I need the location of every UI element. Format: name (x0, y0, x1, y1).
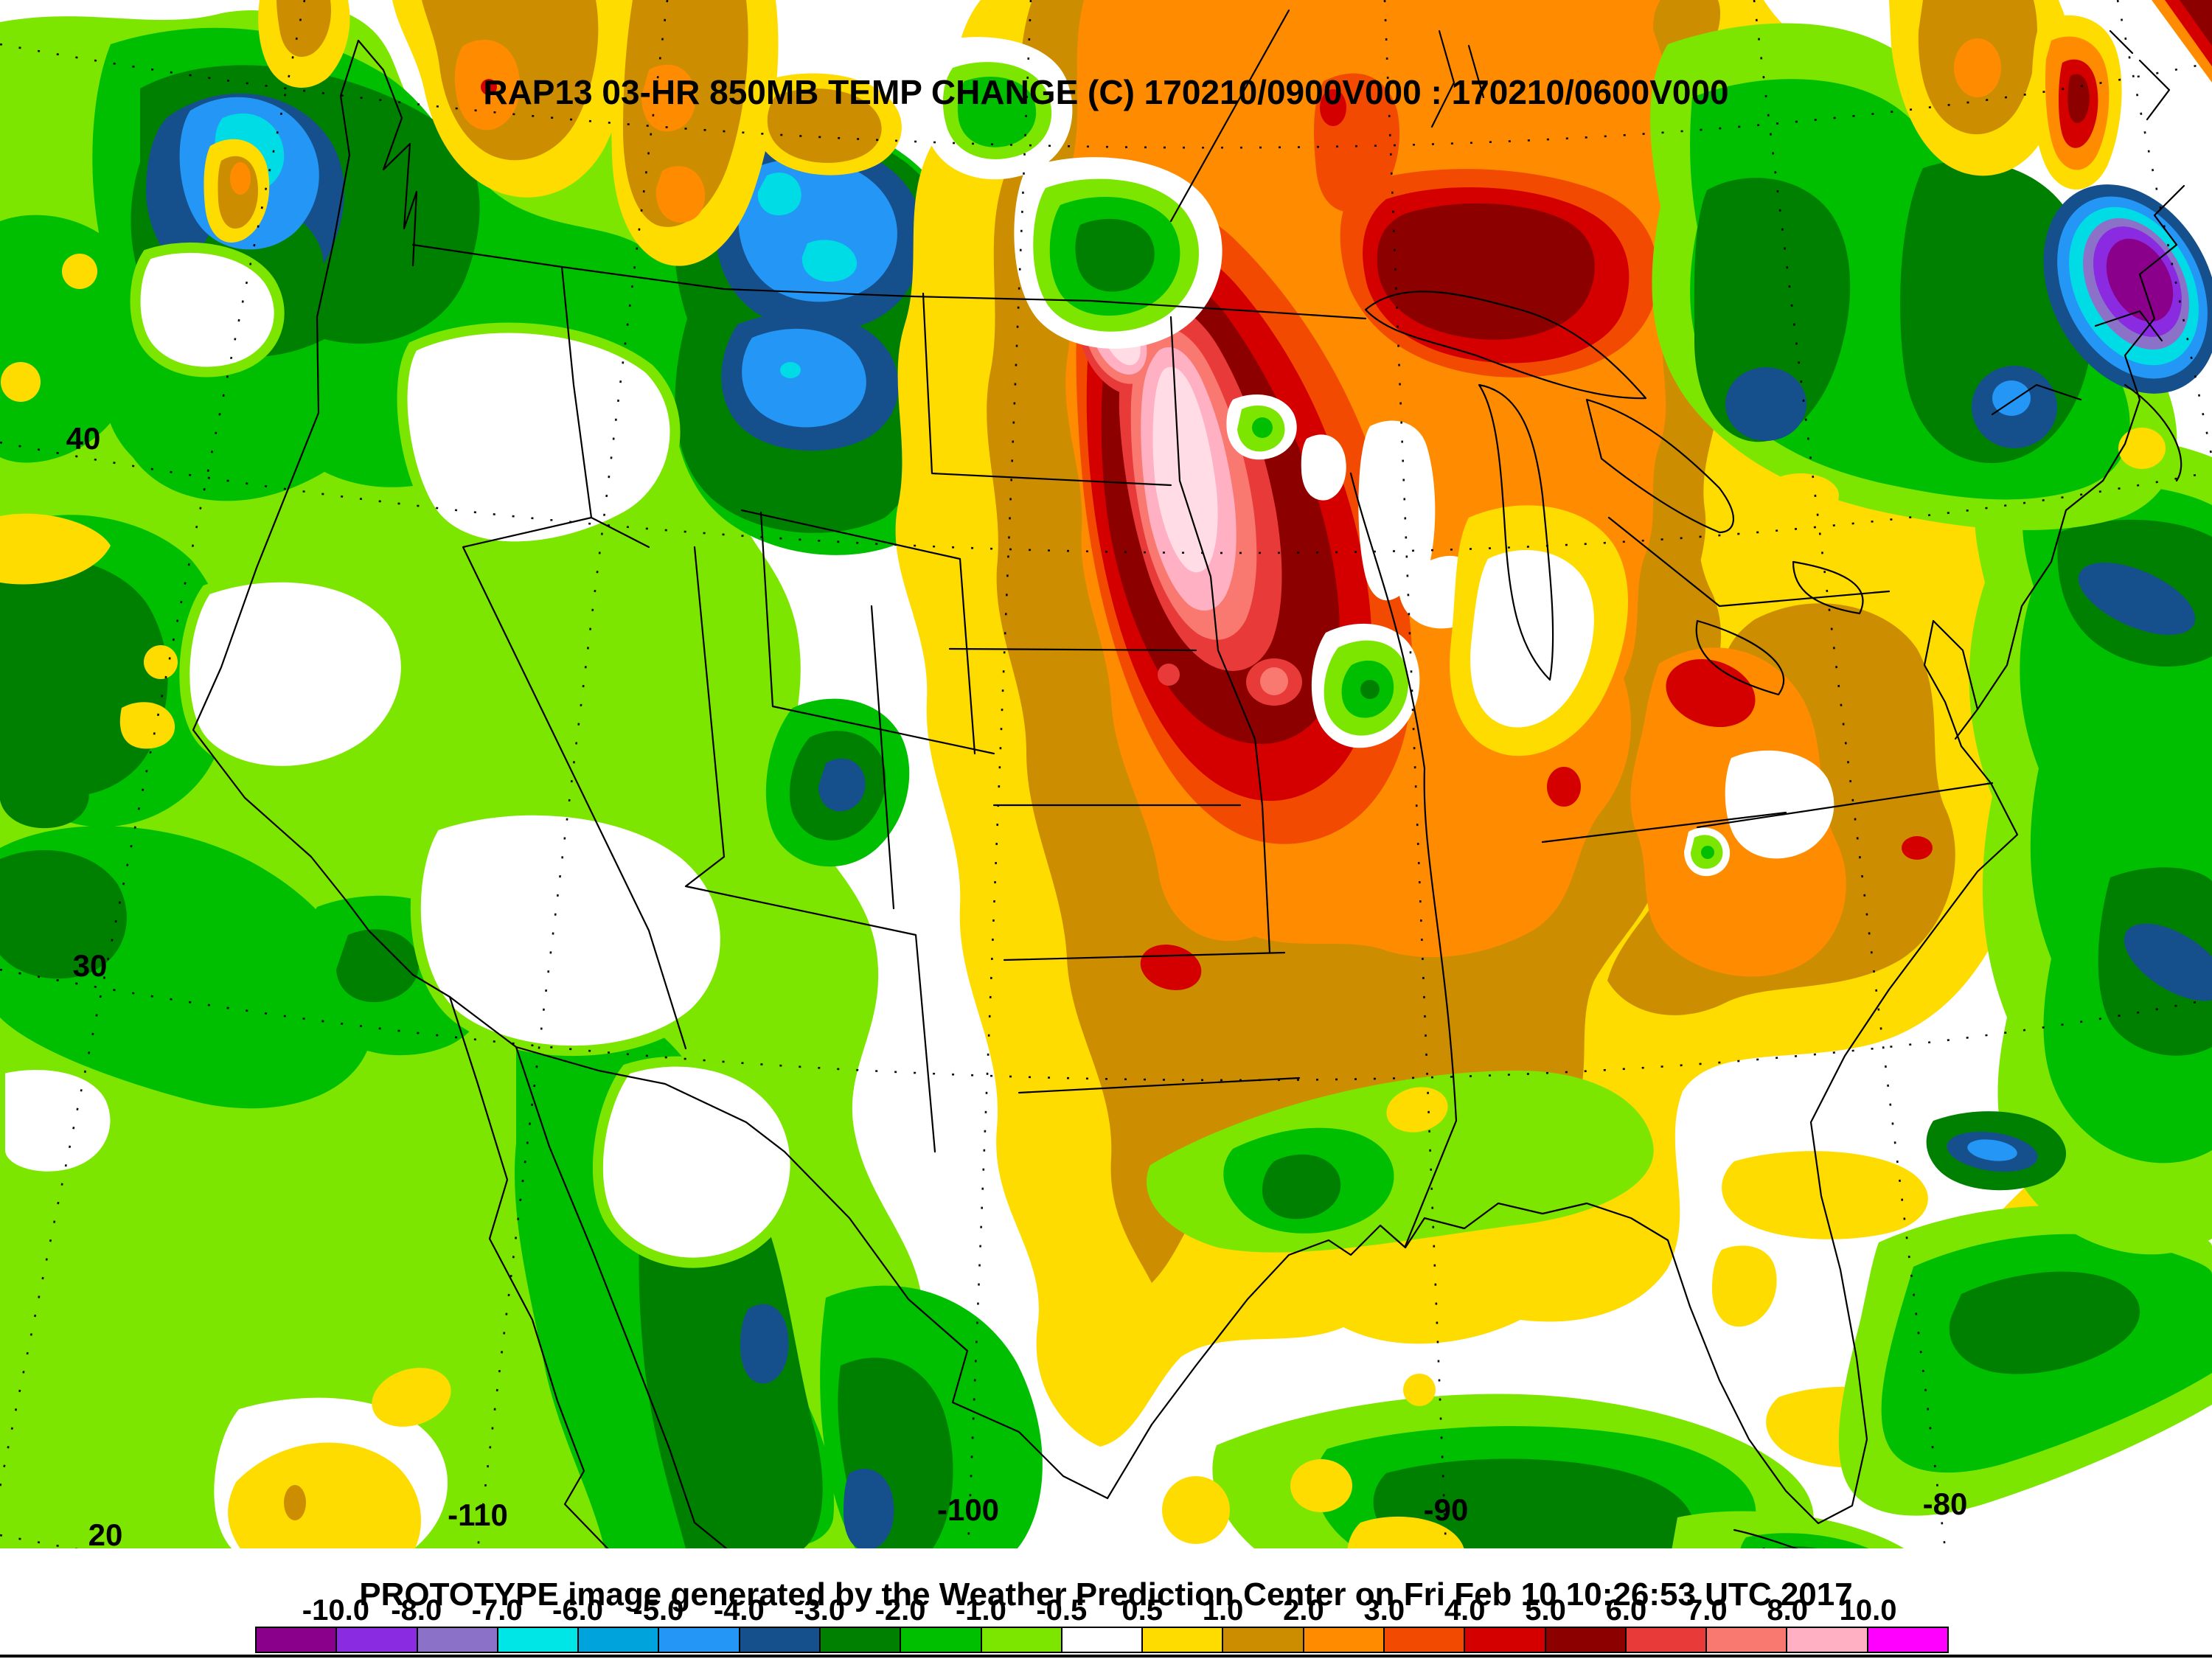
map-title: RAP13 03-HR 850MB TEMP CHANGE (C) 170210… (483, 73, 1729, 111)
legend-tick-labels: -10.0 -8.0 -7.0 -6.0 -5.0 -4.0 -3.0 -2.0 -1.0 -0.… (0, 1594, 2212, 1627)
legend-swatch (738, 1627, 821, 1653)
legend-swatch (255, 1627, 338, 1653)
legend-swatch (1786, 1627, 1868, 1653)
legend-tick: -0.5 (1036, 1594, 1088, 1627)
legend-tick: -7.0 (471, 1594, 523, 1627)
legend-swatch (900, 1627, 982, 1653)
weather-map-canvas (0, 0, 2212, 1548)
legend-tick: -6.0 (552, 1594, 603, 1627)
legend-swatch (416, 1627, 498, 1653)
bottom-rule (0, 1655, 2212, 1658)
legend-tick: 7.0 (1686, 1594, 1728, 1627)
legend-swatch (1382, 1627, 1466, 1653)
legend-swatch (1302, 1627, 1385, 1653)
legend-tick: 3.0 (1363, 1594, 1405, 1627)
legend-tick: -2.0 (874, 1594, 926, 1627)
legend-swatch (1866, 1627, 1949, 1653)
prototype-note: PROTOTYPE image generated by the Weather… (359, 1576, 1853, 1613)
legend-tick: 6.0 (1605, 1594, 1647, 1627)
legend-tick: 1.0 (1202, 1594, 1244, 1627)
legend-swatch (1544, 1627, 1627, 1653)
legend-swatch (1060, 1627, 1144, 1653)
state-borders (192, 9, 2185, 1548)
legend-swatch (1705, 1627, 1788, 1653)
lon-label-80: -80 (1922, 1486, 1968, 1521)
legend-tick: 4.0 (1444, 1594, 1486, 1627)
legend-tick: 10.0 (1839, 1594, 1897, 1627)
legend-swatch (496, 1627, 580, 1653)
lat-label-30: 30 (72, 948, 108, 983)
legend-tick: -5.0 (633, 1594, 684, 1627)
lon-label-100: -100 (936, 1492, 1000, 1527)
legend-colorbar (255, 1627, 1949, 1653)
legend-swatch (980, 1627, 1062, 1653)
legend-tick: 5.0 (1525, 1594, 1566, 1627)
lon-label-110: -110 (448, 1498, 508, 1532)
legend-swatch (1141, 1627, 1224, 1653)
legend-tick: 0.5 (1121, 1594, 1163, 1627)
legend-swatch (1464, 1627, 1546, 1653)
lat-label-20: 20 (88, 1517, 123, 1552)
legend-tick: -10.0 (302, 1594, 369, 1627)
legend-swatch (335, 1627, 418, 1653)
legend-tick: -8.0 (391, 1594, 442, 1627)
lat-label-40: 40 (66, 421, 101, 456)
legend-tick: -1.0 (955, 1594, 1006, 1627)
legend-swatch (577, 1627, 660, 1653)
legend-tick: 8.0 (1767, 1594, 1809, 1627)
legend-swatch (658, 1627, 740, 1653)
legend-tick: 2.0 (1283, 1594, 1324, 1627)
legend-swatch (818, 1627, 902, 1653)
lon-label-90: -90 (1423, 1492, 1469, 1527)
legend-tick: -4.0 (713, 1594, 765, 1627)
legend-tick: -3.0 (794, 1594, 846, 1627)
legend-swatch (1624, 1627, 1708, 1653)
legend-swatch (1222, 1627, 1304, 1653)
